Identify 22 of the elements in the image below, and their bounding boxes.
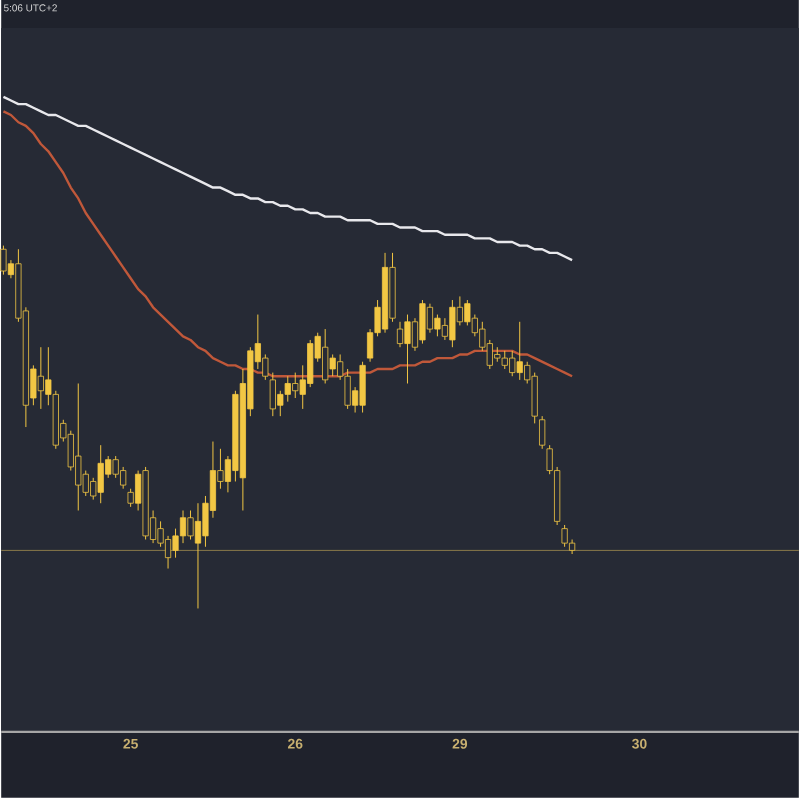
- candlestick: [37, 346, 44, 410]
- candlestick: [561, 524, 568, 548]
- candlestick: [359, 361, 366, 414]
- candlestick: [75, 383, 82, 512]
- candlestick: [426, 303, 434, 334]
- candlestick: [307, 339, 314, 388]
- candlestick: [449, 299, 456, 348]
- candlestick: [322, 328, 329, 385]
- candlestick: [112, 455, 119, 479]
- candlestick: [396, 321, 404, 348]
- candlestick: [164, 535, 172, 570]
- candlestick: [434, 314, 441, 338]
- candlestick: [329, 354, 336, 377]
- candlestick: [179, 510, 187, 544]
- candlestick: [419, 299, 426, 345]
- candlestick: [292, 372, 299, 399]
- candlestick: [516, 321, 523, 381]
- candlestick: [404, 314, 411, 385]
- candlestick: [501, 350, 508, 370]
- candlestick: [194, 502, 202, 610]
- candlestick: [120, 466, 127, 490]
- candlestick: [97, 444, 104, 504]
